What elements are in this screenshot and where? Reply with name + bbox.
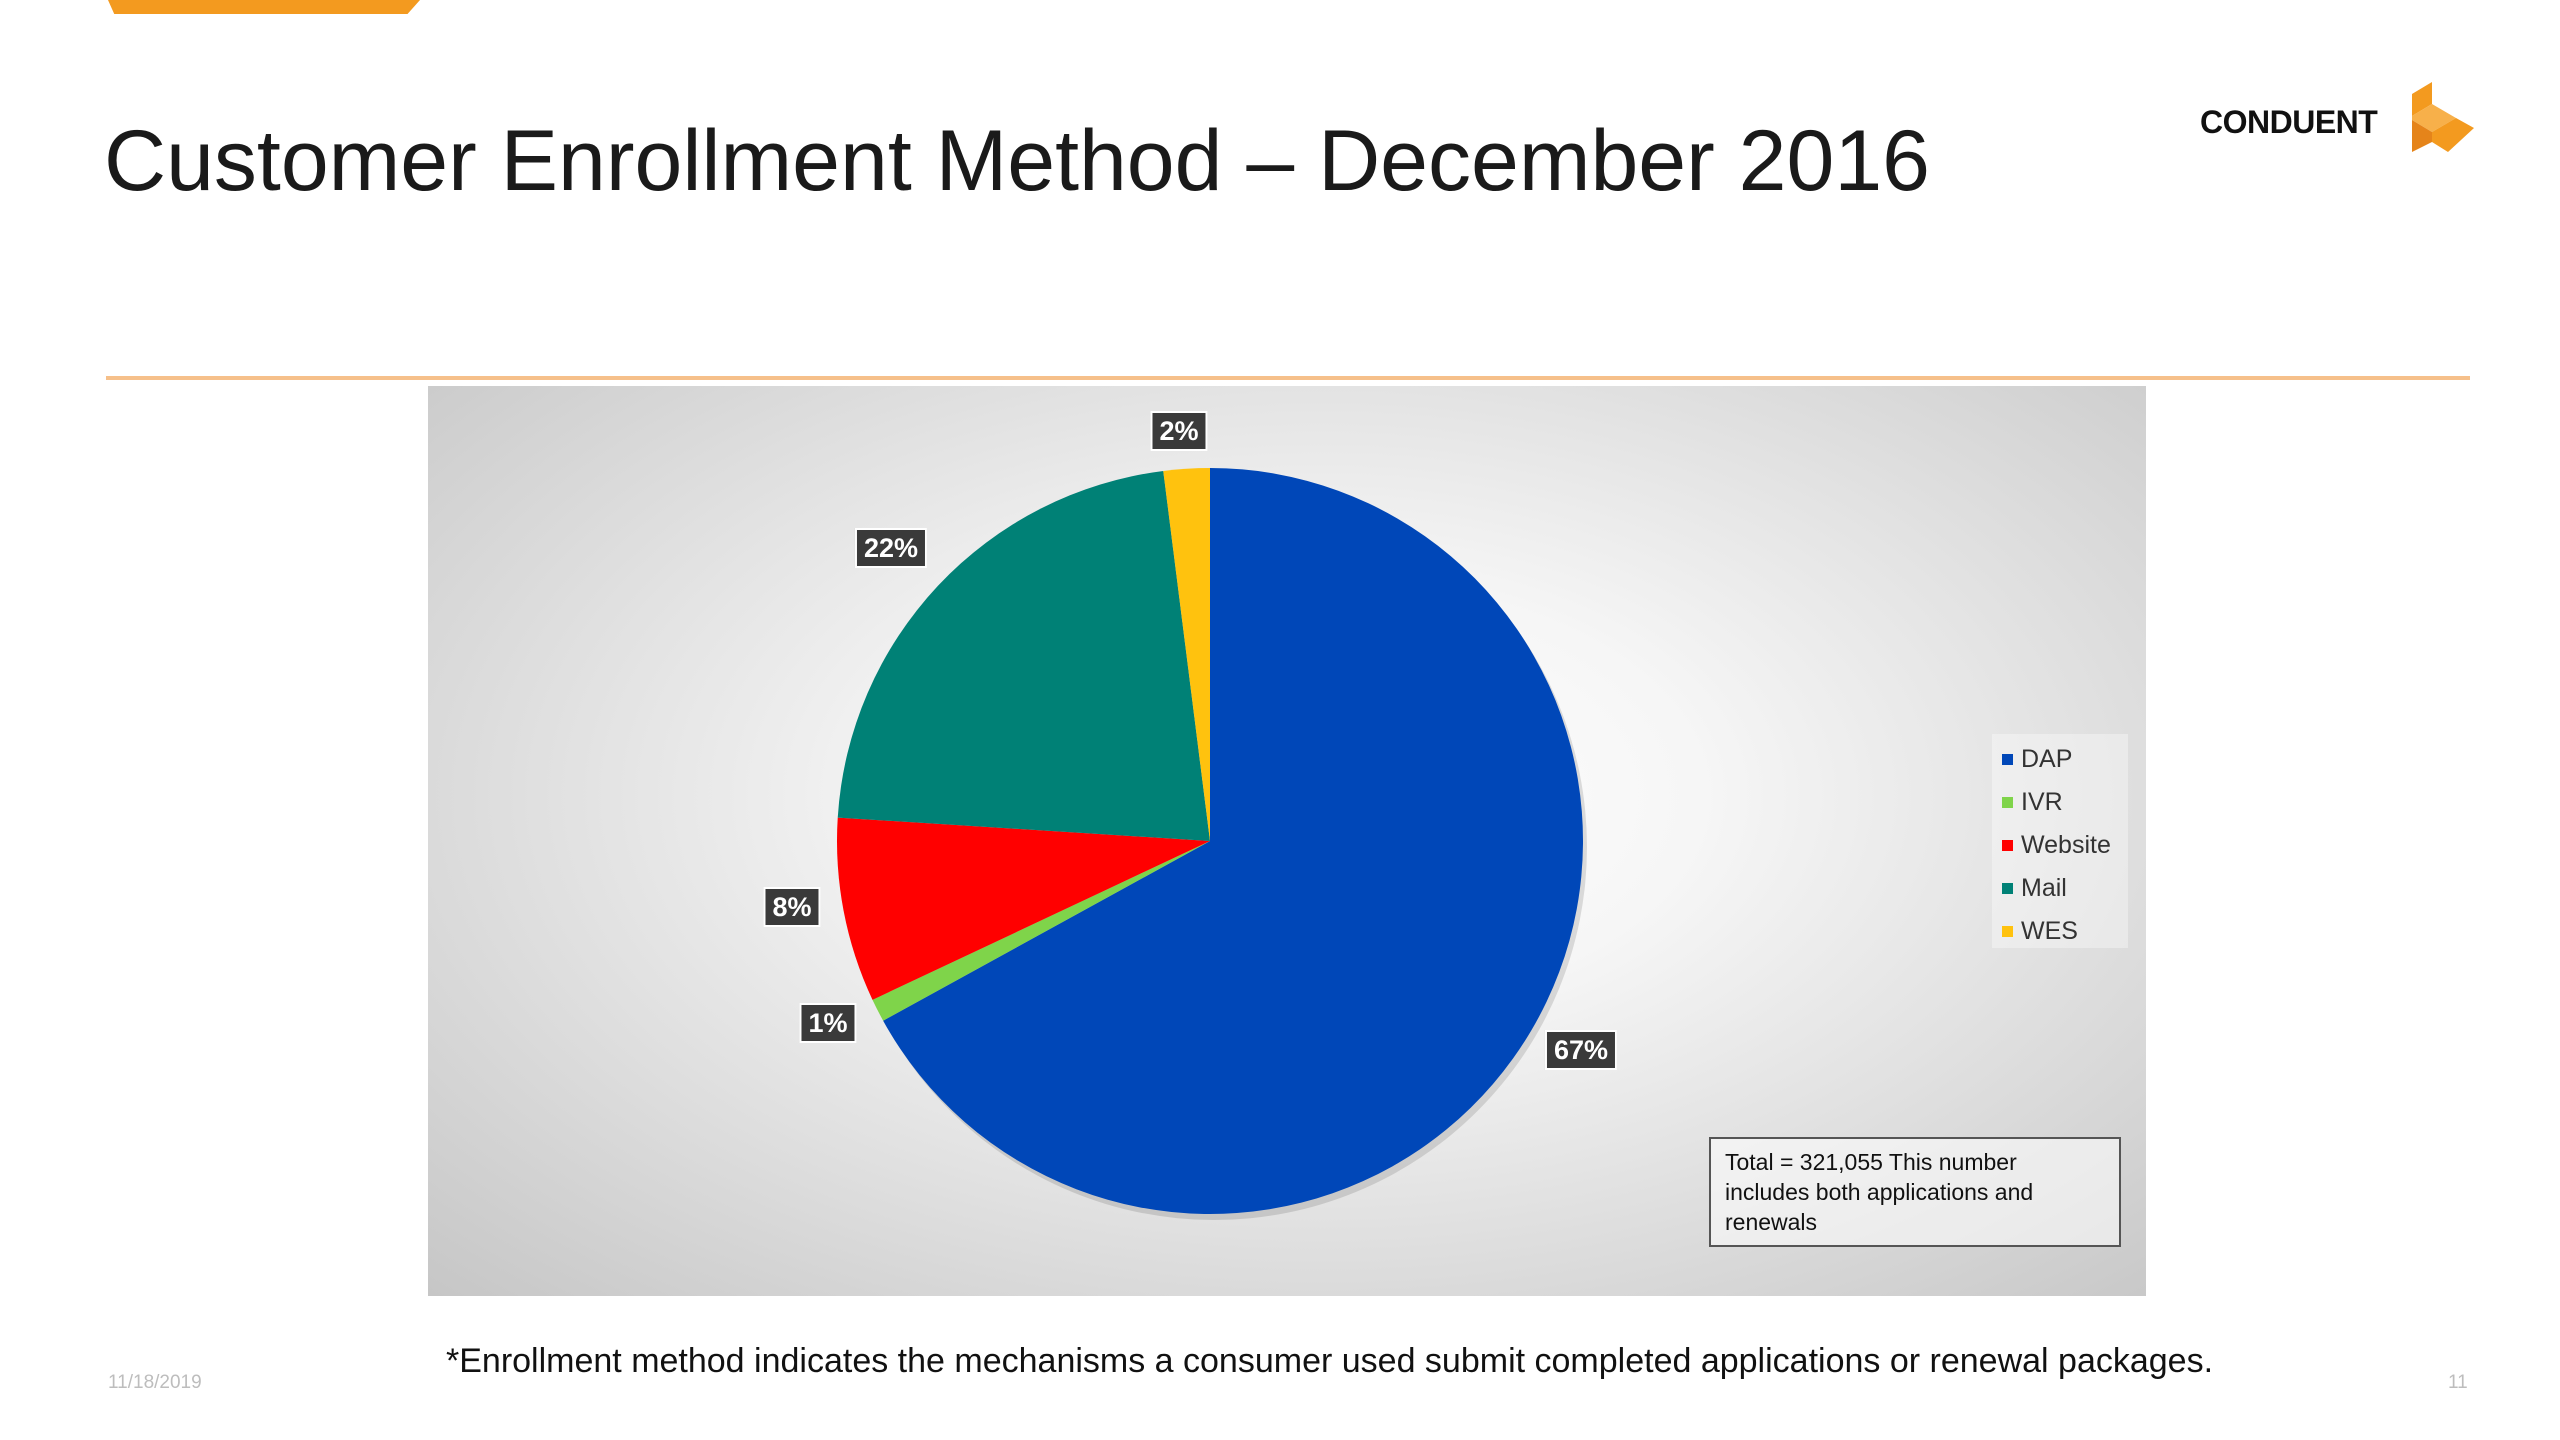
data-label-wes: 2% xyxy=(1150,411,1208,451)
legend-label: Mail xyxy=(2021,873,2067,902)
data-label-ivr: 1% xyxy=(799,1003,857,1043)
legend-item-dap: DAP xyxy=(2002,742,2072,776)
legend-item-website: Website xyxy=(2002,828,2111,862)
legend-swatch xyxy=(2002,753,2013,765)
conduent-logo: CONDUENT xyxy=(2200,80,2476,156)
legend-item-mail: Mail xyxy=(2002,871,2067,905)
footnote: *Enrollment method indicates the mechani… xyxy=(446,1342,2214,1380)
legend: DAP IVR Website Mail WES xyxy=(1992,734,2128,948)
chart-area: 67% 1% 8% 22% 2% DAP IVR Website Mail WES Total … xyxy=(428,386,2146,1296)
conduent-logo-icon xyxy=(2412,82,2474,152)
legend-label: Website xyxy=(2021,830,2111,859)
pie-slice-website xyxy=(837,817,1210,1000)
legend-swatch xyxy=(2002,925,2013,937)
legend-item-wes: WES xyxy=(2002,914,2078,948)
legend-swatch xyxy=(2002,839,2013,851)
legend-label: WES xyxy=(2021,916,2078,945)
legend-item-ivr: IVR xyxy=(2002,785,2063,819)
legend-swatch xyxy=(2002,882,2013,894)
slide-date: 11/18/2019 xyxy=(108,1372,202,1393)
pie-slice-ivr xyxy=(872,841,1210,1021)
title-divider xyxy=(106,376,2470,380)
data-label-dap: 67% xyxy=(1544,1030,1618,1070)
top-accent-bar xyxy=(108,0,420,14)
legend-swatch xyxy=(2002,796,2013,808)
pie-chart xyxy=(837,468,1587,1220)
total-annotation-box: Total = 321,055 This number includes bot… xyxy=(1709,1137,2121,1247)
pie-slice-dap xyxy=(883,468,1584,1214)
slide-title: Customer Enrollment Method – December 20… xyxy=(104,113,1930,209)
legend-label: DAP xyxy=(2021,744,2073,773)
legend-label: IVR xyxy=(2021,787,2063,816)
data-label-website: 8% xyxy=(763,887,821,927)
data-label-mail: 22% xyxy=(854,528,928,568)
page-number: 11 xyxy=(2448,1372,2468,1393)
logo-text: CONDUENT xyxy=(2200,104,2378,140)
pie-slice-wes xyxy=(1163,468,1210,841)
pie-slice-mail xyxy=(837,470,1210,841)
